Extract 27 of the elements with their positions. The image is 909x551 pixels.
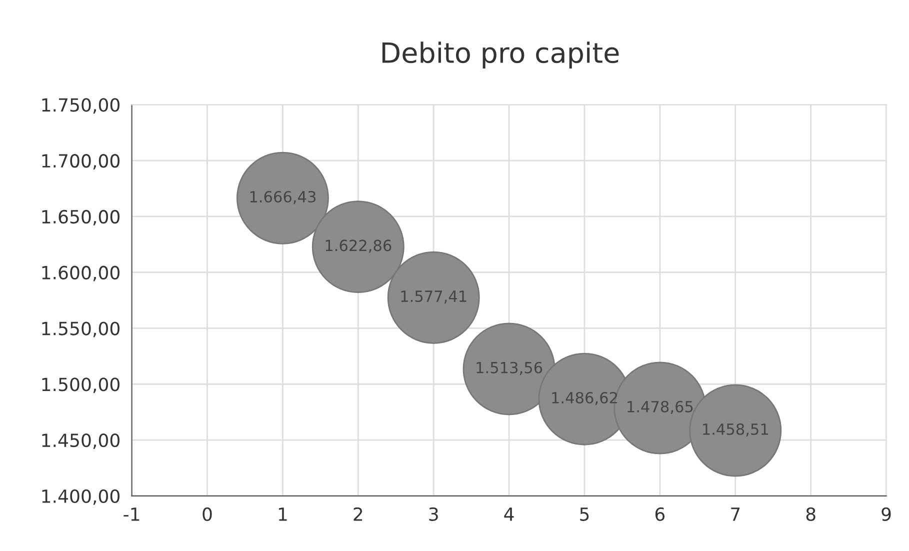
chart-title: Debito pro capite — [382, 42, 619, 69]
data-label: 1.622,86 — [326, 240, 392, 253]
y-tick-label: 1.700,00 — [42, 154, 120, 170]
x-tick-label: 6 — [655, 507, 665, 521]
data-label: 1.486,62 — [552, 392, 617, 406]
x-tick-label: 2 — [354, 507, 362, 521]
y-tick-label: 1.650,00 — [42, 210, 120, 226]
y-tick-label: 1.400,00 — [42, 489, 120, 505]
data-label: 1.513,56 — [476, 362, 542, 375]
y-tick-label: 1.600,00 — [42, 266, 120, 282]
x-tick-label: 7 — [731, 508, 740, 521]
x-tick-label: 8 — [806, 507, 816, 521]
data-label: 1.666,43 — [250, 190, 316, 204]
y-tick-label: 1.550,00 — [42, 322, 120, 338]
x-tick-label: -1 — [124, 508, 140, 521]
x-tick-label: 1 — [278, 508, 287, 521]
x-tick-label: 9 — [882, 507, 891, 521]
data-label: 1.478,65 — [628, 400, 693, 414]
y-tick-label: 1.450,00 — [42, 433, 120, 449]
y-tick-label: 1.750,00 — [42, 98, 120, 114]
x-tick-label: 5 — [580, 508, 589, 521]
x-tick-label: 3 — [429, 507, 438, 521]
data-label: 1.458,51 — [703, 423, 768, 436]
x-tick-label: 0 — [202, 507, 212, 521]
data-label: 1.577,41 — [401, 290, 466, 304]
y-tick-label: 1.500,00 — [42, 378, 120, 394]
x-tick-label: 4 — [504, 508, 514, 521]
